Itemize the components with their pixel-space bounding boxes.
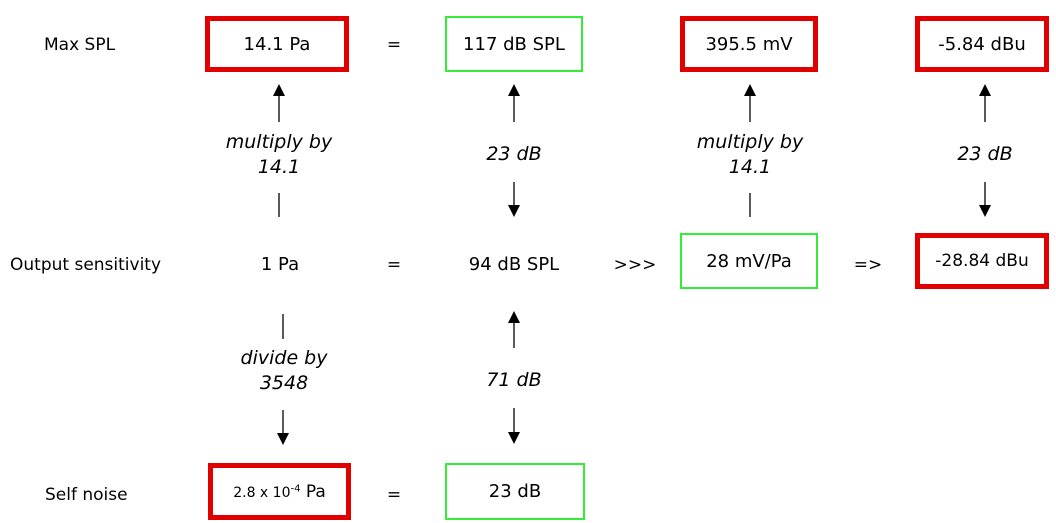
arrow-down-col2-upper: [508, 182, 520, 217]
annotation-divide-col1: divide by 3548: [240, 347, 328, 394]
output-sensitivity-mv-box: 28 mV/Pa: [680, 233, 818, 289]
self-noise-db-value: 23 dB: [488, 481, 542, 502]
max-spl-db-value: 117 dB SPL: [463, 33, 565, 55]
max-spl-mv-box: 395.5 mV: [680, 16, 818, 72]
max-spl-db-box: 117 dB SPL: [445, 16, 583, 72]
max-spl-pascal-value: 14.1 Pa: [243, 33, 311, 55]
arrow-up-col3-upper: [744, 84, 756, 122]
self-noise-pascal-box: 2.8 x 10-4 Pa: [208, 463, 351, 520]
annotation-71db-col2: 71 dB: [486, 369, 542, 391]
arrow-down-col2-lower: [508, 408, 520, 444]
arrow-up-col2-lower: [508, 311, 520, 348]
self-noise-db-box: 23 dB: [445, 463, 585, 520]
equals-sign-row1: =: [386, 35, 402, 55]
arrow-up-col4-upper: [979, 84, 991, 122]
max-spl-dbu-value: -5.84 dBu: [938, 33, 1026, 55]
output-sensitivity-dbu-value: -28.84 dBu: [935, 251, 1029, 271]
max-spl-mv-value: 395.5 mV: [705, 33, 793, 55]
row-label-self-noise: Self noise: [45, 485, 128, 505]
max-spl-pascal-box: 14.1 Pa: [205, 16, 349, 72]
annotation-23db-col4: 23 dB: [957, 143, 1013, 165]
arrow-up-col2-upper: [508, 84, 520, 122]
annotation-23db-col2: 23 dB: [486, 143, 542, 165]
arrow-down-col1-lower: [277, 410, 289, 445]
arrow-operator: =>: [853, 255, 883, 275]
arrow-up-col1-upper: [273, 84, 285, 122]
row-label-max-spl: Max SPL: [44, 35, 116, 55]
arrow-down-col4-upper: [979, 182, 991, 217]
output-sensitivity-pascal-value: 1 Pa: [260, 254, 300, 275]
output-sensitivity-db-value: 94 dB SPL: [468, 254, 560, 275]
self-noise-pascal-value: 2.8 x 10-4 Pa: [233, 481, 326, 502]
row-label-output-sensitivity: Output sensitivity: [10, 255, 162, 275]
output-sensitivity-mv-value: 28 mV/Pa: [706, 250, 792, 272]
equals-sign-row2: =: [386, 255, 402, 275]
max-spl-dbu-box: -5.84 dBu: [915, 16, 1049, 72]
annotation-multiply-col3: multiply by 14.1: [696, 131, 804, 178]
chevron-operator: >>>: [613, 255, 657, 275]
equals-sign-row3: =: [386, 485, 402, 505]
output-sensitivity-dbu-box: -28.84 dBu: [915, 233, 1049, 289]
annotation-multiply-col1: multiply by 14.1: [225, 131, 333, 178]
